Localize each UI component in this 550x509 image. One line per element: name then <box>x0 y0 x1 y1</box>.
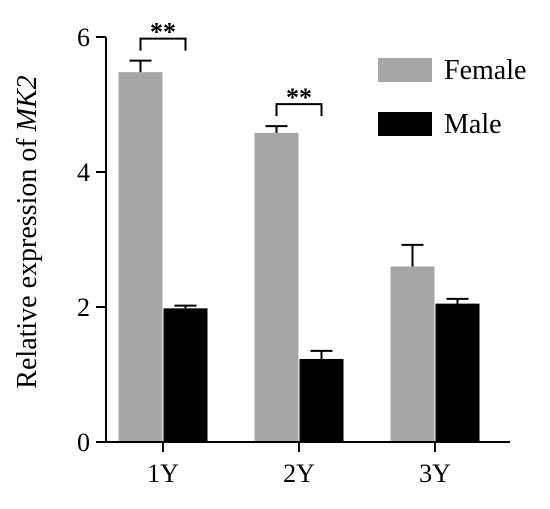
y-axis-label-gene: MK2 <box>12 75 43 132</box>
significance-label-2y: ** <box>286 83 312 112</box>
y-tick-label-2: 2 <box>77 293 90 322</box>
x-tick-label-3y: 3Y <box>419 459 451 488</box>
x-tick-label-1y: 1Y <box>147 459 179 488</box>
bar-male-2y <box>299 358 344 442</box>
bar-female-1y <box>118 72 163 442</box>
significance-bracket-2y <box>275 103 323 117</box>
y-tick-label-4: 4 <box>77 158 90 187</box>
bar-female-3y <box>390 266 435 442</box>
y-tick-label-6: 6 <box>77 23 90 52</box>
y-axis-label-prefix: Relative expression of <box>12 131 43 388</box>
y-tick-label-0: 0 <box>77 428 90 457</box>
bar-male-1y <box>163 308 208 442</box>
x-tick-label-2y: 2Y <box>283 459 315 488</box>
significance-bracket-1y <box>139 37 187 51</box>
bar-female-2y <box>254 132 299 442</box>
legend-label-female: Female <box>444 55 526 86</box>
legend-swatch-male <box>378 112 432 136</box>
bar-male-3y <box>435 303 480 442</box>
plot-area: 0 2 4 6 1Y 2Y 3Y ** ** Female Male <box>77 18 526 488</box>
legend-label-male: Male <box>444 109 502 140</box>
y-axis-label: Relative expression of MK2 <box>12 75 43 388</box>
significance-label-1y: ** <box>150 18 176 47</box>
legend-swatch-female <box>378 58 432 82</box>
